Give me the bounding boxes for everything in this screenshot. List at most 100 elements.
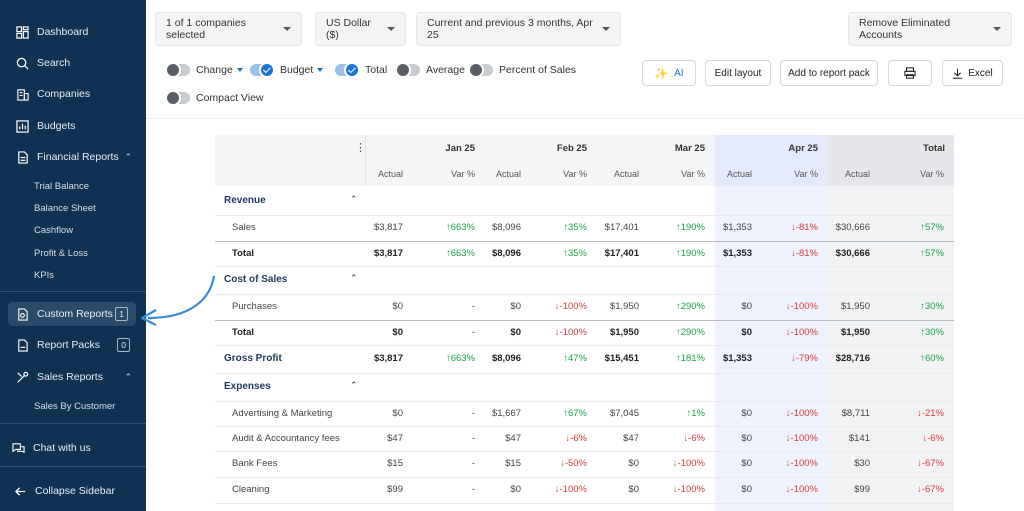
var-cell: - xyxy=(471,407,475,419)
print-button[interactable] xyxy=(888,60,932,86)
sidebar-item-custom-reports[interactable]: Custom Reports 1 xyxy=(8,302,136,326)
currency-dropdown[interactable]: US Dollar ($) xyxy=(315,12,406,46)
sidebar-subitem-profit-loss[interactable]: Profit & Loss xyxy=(34,248,88,259)
sidebar-item-sales-reports[interactable]: Sales Reports ⌃ xyxy=(0,365,146,389)
actual-cell: $30,666 xyxy=(835,222,870,233)
toggle-switch[interactable] xyxy=(165,90,190,106)
toggle-switch[interactable] xyxy=(395,62,420,78)
caret-down-icon[interactable] xyxy=(317,68,324,72)
change-toggle[interactable]: Change xyxy=(165,62,243,78)
row-divider xyxy=(215,266,954,267)
actual-column-header: Actual xyxy=(377,169,403,179)
sidebar-item-search[interactable]: Search xyxy=(0,51,146,75)
percent-of-sales-toggle[interactable]: Percent of Sales xyxy=(468,62,576,78)
var-cell: ↑30% xyxy=(920,301,944,312)
toggle-label: Budget xyxy=(280,64,314,76)
section-header[interactable]: Cost of Sales xyxy=(224,274,288,285)
sidebar-item-label: Financial Reports xyxy=(37,151,119,163)
companies-dropdown-label: 1 of 1 companies selected xyxy=(166,17,246,41)
chevron-up-icon[interactable]: ⌃ xyxy=(350,273,358,283)
sidebar-subitem-cashflow[interactable]: Cashflow xyxy=(34,225,74,236)
var-cell: ↑190% xyxy=(675,222,705,233)
sidebar-subitem-trial-balance[interactable]: Trial Balance xyxy=(34,181,90,192)
var-cell: ↓-21% xyxy=(917,407,944,419)
toggle-label: Total xyxy=(365,64,388,76)
section-header[interactable]: Expenses xyxy=(224,381,271,392)
row-divider xyxy=(215,451,954,452)
var-cell: ↓-100% xyxy=(554,301,587,312)
average-toggle[interactable]: Average xyxy=(395,62,465,78)
add-to-report-pack-button[interactable]: Add to report pack xyxy=(780,60,878,86)
section-header[interactable]: Revenue xyxy=(224,194,266,206)
total-column-shade xyxy=(827,135,954,511)
actual-cell: $0 xyxy=(741,458,752,469)
var-column-header: Var % xyxy=(563,169,587,179)
actual-cell: $30 xyxy=(854,458,870,469)
actual-cell: $1,353 xyxy=(722,353,752,364)
row-divider xyxy=(215,241,954,242)
month-header: Jan 25 xyxy=(445,143,475,154)
collapse-sidebar-button[interactable]: Collapse Sidebar xyxy=(0,479,146,503)
row-divider xyxy=(215,401,954,402)
chevron-up-icon[interactable]: ⌃ xyxy=(350,380,358,390)
chat-icon xyxy=(12,442,25,455)
actual-cell: $17,401 xyxy=(604,247,639,259)
row-label: Bank Fees xyxy=(232,458,278,469)
actual-cell: $1,950 xyxy=(840,326,870,338)
toggle-switch[interactable] xyxy=(250,62,275,78)
var-cell: ↑1% xyxy=(686,407,705,419)
sidebar-item-financial-reports[interactable]: Financial Reports ⌃ xyxy=(0,145,146,169)
var-cell: ↑35% xyxy=(563,222,587,233)
actual-cell: $0 xyxy=(628,458,639,469)
excel-export-button[interactable]: Excel xyxy=(942,60,1003,86)
var-cell: ↓-100% xyxy=(785,301,818,312)
ai-button[interactable]: ✨ AI xyxy=(642,60,696,86)
actual-cell: $0 xyxy=(628,484,639,495)
sidebar-item-companies[interactable]: Companies xyxy=(0,82,146,106)
toggle-switch[interactable] xyxy=(165,62,190,78)
var-cell: ↑60% xyxy=(920,353,944,364)
toggle-label: Average xyxy=(426,64,465,76)
eliminate-dropdown[interactable]: Remove Eliminated Accounts xyxy=(848,12,1012,46)
var-cell: ↑663% xyxy=(445,353,475,364)
sidebar-subitem-balance-sheet[interactable]: Balance Sheet xyxy=(34,203,96,214)
total-toggle[interactable]: Total xyxy=(335,62,388,78)
custom-report-icon xyxy=(16,307,29,321)
excel-label: Excel xyxy=(968,67,993,79)
actual-column-header: Actual xyxy=(495,169,521,179)
sidebar-item-chat[interactable]: Chat with us xyxy=(0,436,146,460)
sidebar-subitem-sales-by-customer[interactable]: Sales By Customer xyxy=(34,401,116,412)
ai-button-label: AI xyxy=(674,67,684,79)
chart-icon xyxy=(16,119,29,133)
compact-view-toggle[interactable]: Compact View xyxy=(165,90,264,106)
sidebar-item-report-packs[interactable]: Report Packs 0 xyxy=(0,333,146,357)
var-cell: ↑57% xyxy=(920,222,944,233)
var-cell: ↓-81% xyxy=(791,222,818,233)
var-cell: ↓-79% xyxy=(791,353,818,364)
chevron-up-icon[interactable]: ⌃ xyxy=(350,193,358,204)
actual-cell: $0 xyxy=(741,407,752,419)
var-cell: ↓-100% xyxy=(785,484,818,495)
sidebar-divider xyxy=(0,466,146,467)
caret-down-icon[interactable] xyxy=(236,68,243,72)
row-label: Advertising & Marketing xyxy=(232,407,333,419)
sidebar-item-label: Companies xyxy=(37,88,91,100)
edit-layout-label: Edit layout xyxy=(714,67,762,79)
eliminate-dropdown-label: Remove Eliminated Accounts xyxy=(859,17,951,41)
var-cell: - xyxy=(471,432,475,444)
actual-cell: $3,817 xyxy=(373,353,403,364)
var-cell: - xyxy=(471,301,475,312)
period-dropdown[interactable]: Current and previous 3 months, Apr 25 xyxy=(416,12,621,46)
budget-toggle[interactable]: Budget xyxy=(250,62,324,78)
more-options-icon[interactable]: ⋮ xyxy=(355,142,366,154)
toggle-switch[interactable] xyxy=(335,62,360,78)
companies-dropdown[interactable]: 1 of 1 companies selected xyxy=(155,12,302,46)
sidebar-subitem-kpis[interactable]: KPIs xyxy=(34,270,55,281)
var-cell: ↓-67% xyxy=(917,484,944,495)
edit-layout-button[interactable]: Edit layout xyxy=(705,60,771,86)
actual-cell: $28,716 xyxy=(835,353,870,364)
sidebar-item-dashboard[interactable]: Dashboard xyxy=(0,20,146,44)
sidebar-item-budgets[interactable]: Budgets xyxy=(0,114,146,138)
row-label: Cleaning xyxy=(232,484,270,495)
toggle-switch[interactable] xyxy=(468,62,493,78)
